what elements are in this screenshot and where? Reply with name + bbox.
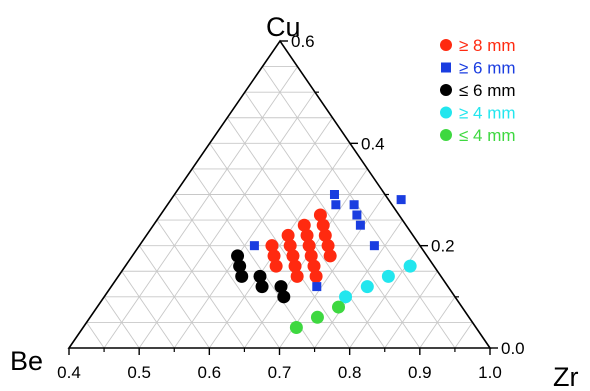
data-point-circle [281, 228, 295, 242]
right-tick-label: 0.4 [361, 134, 385, 153]
data-point-square [331, 200, 341, 210]
legend-marker-circle [440, 106, 452, 119]
data-point-circle [233, 259, 247, 273]
legend-marker-circle [440, 39, 452, 51]
legend-marker-circle [440, 129, 452, 141]
grid-line-be [174, 194, 280, 349]
grid-line-zr [454, 322, 473, 349]
data-point-circle [289, 321, 303, 335]
data-point-circle [297, 218, 311, 232]
legend-marker-circle [440, 84, 452, 96]
bottom-tick-label: 0.9 [408, 363, 432, 382]
data-point-circle [323, 249, 337, 263]
data-point-square [249, 241, 259, 251]
right-tick-label: 0.6 [291, 32, 315, 51]
data-points [231, 190, 417, 335]
grid-line-be [138, 245, 210, 349]
grid-line-be [156, 219, 245, 349]
data-point-circle [253, 269, 267, 283]
legend-marker-square [441, 62, 451, 73]
data-point-square [352, 210, 362, 220]
data-point-circle [313, 208, 327, 222]
data-point-circle [265, 239, 279, 253]
bottom-tick-label: 0.8 [338, 363, 362, 382]
data-point-square [396, 195, 406, 205]
data-point-square [349, 200, 359, 210]
grid-line-be [191, 168, 315, 349]
data-point-circle [360, 280, 374, 294]
data-point-circle [309, 269, 323, 283]
grid-line-zr [384, 270, 438, 349]
data-point-circle [283, 239, 297, 253]
data-point-circle [288, 259, 302, 273]
axis-ticks: 0.4 0.5 0.6 0.7 0.8 0.9 1.0 0.6 0.4 0.2 0.0 [57, 32, 524, 382]
bottom-tick-label: 0.6 [198, 363, 222, 382]
data-point-circle [290, 269, 304, 283]
data-point-circle [231, 249, 245, 263]
data-point-circle [381, 269, 395, 283]
vertex-label-right: Zr [553, 362, 578, 391]
data-point-circle [310, 310, 324, 324]
grid-line-be [244, 91, 421, 349]
data-point-square [355, 220, 365, 230]
data-point-square [369, 241, 379, 251]
grid-line-be [209, 143, 351, 349]
bottom-tick-label: 0.7 [268, 363, 292, 382]
legend-label: ≥ 6 mm [459, 59, 516, 78]
data-point-circle [321, 239, 335, 253]
grid-line-be [103, 296, 140, 349]
grid-lines [86, 66, 473, 349]
data-point-circle [300, 228, 314, 242]
legend-label: ≥ 4 mm [459, 104, 516, 123]
data-point-circle [304, 249, 318, 263]
bottom-tick-label: 0.4 [57, 363, 81, 382]
grid-line-be [262, 66, 456, 349]
legend-label: ≤ 4 mm [459, 126, 516, 145]
grid-line-zr [314, 219, 403, 349]
data-point-circle [269, 259, 283, 273]
data-point-circle [274, 280, 288, 294]
data-point-circle [277, 290, 291, 304]
grid-line-zr [103, 66, 298, 349]
vertex-label-left: Be [10, 346, 43, 376]
data-point-circle [286, 249, 300, 263]
data-point-circle [318, 228, 332, 242]
bottom-tick-label: 0.5 [127, 363, 151, 382]
data-point-circle [235, 269, 249, 283]
data-point-circle [403, 259, 417, 273]
grid-line-be [86, 322, 105, 349]
right-tick-label: 0.0 [501, 339, 525, 358]
grid-line-be [121, 270, 175, 349]
right-tick-label: 0.2 [431, 237, 455, 256]
data-point-circle [316, 218, 330, 232]
legend: ≥ 8 mm ≥ 6 mm ≤ 6 mm ≥ 4 mm ≤ 4 mm [440, 36, 516, 145]
data-point-circle [332, 300, 346, 314]
data-point-circle [267, 249, 281, 263]
vertex-label-top: Cu [266, 12, 301, 42]
data-point-square [329, 190, 339, 199]
data-point-circle [302, 239, 316, 253]
legend-label: ≥ 8 mm [459, 36, 516, 55]
data-point-circle [339, 290, 353, 304]
data-point-circle [307, 259, 321, 273]
data-point-circle [255, 280, 269, 294]
grid-line-zr [173, 117, 333, 349]
legend-label: ≤ 6 mm [459, 81, 516, 100]
bottom-tick-label: 1.0 [478, 363, 502, 382]
data-point-square [312, 282, 322, 292]
